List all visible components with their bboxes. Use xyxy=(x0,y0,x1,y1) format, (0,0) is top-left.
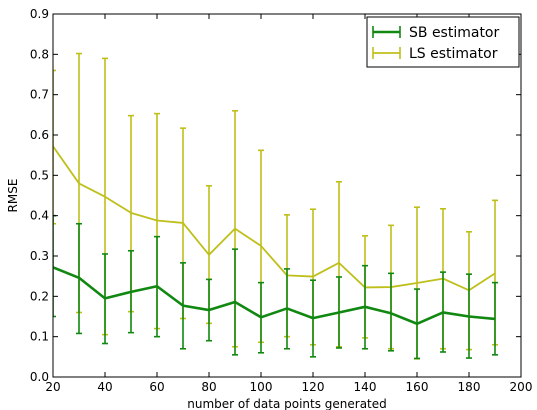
legend: SB estimator LS estimator xyxy=(366,16,520,68)
x-tick-label: 140 xyxy=(354,380,377,394)
y-axis-label: RMSE xyxy=(6,179,20,213)
plot-frame xyxy=(52,13,522,378)
y-tick-label: 0.5 xyxy=(30,168,49,182)
x-tick-label: 160 xyxy=(406,380,429,394)
y-tick-label: 0.8 xyxy=(30,47,49,61)
y-tick-label: 0.3 xyxy=(30,249,49,263)
y-tick-label: 0.2 xyxy=(30,289,49,303)
x-tick-label: 40 xyxy=(97,380,112,394)
plot-area xyxy=(53,52,498,360)
series-sb xyxy=(53,214,498,360)
y-tick-label: 0.4 xyxy=(30,209,49,223)
y-tick-label: 0.1 xyxy=(30,330,49,344)
x-tick-label: 120 xyxy=(302,380,325,394)
x-tick-label: 200 xyxy=(510,380,533,394)
legend-label: SB estimator xyxy=(409,25,499,41)
series-line xyxy=(53,145,496,292)
x-tick-label: 20 xyxy=(45,380,60,394)
y-tick-label: 0.0 xyxy=(30,370,49,384)
y-tick-label: 0.6 xyxy=(30,128,49,142)
series-line xyxy=(53,266,496,326)
x-tick-label: 100 xyxy=(250,380,273,394)
x-axis-label: number of data points generated xyxy=(187,397,387,410)
x-tick-label: 180 xyxy=(458,380,481,394)
legend-label: LS estimator xyxy=(409,46,498,62)
tick-labels: 20 40 60 80 100 120 140 160 180 200 0.0 0.1 0.2 0.3 0.… xyxy=(30,7,533,394)
x-tick-label: 60 xyxy=(149,380,164,394)
y-tick-label: 0.7 xyxy=(30,88,49,102)
y-tick-label: 0.9 xyxy=(30,7,49,21)
x-tick-label: 80 xyxy=(201,380,216,394)
legend-box xyxy=(366,16,520,68)
